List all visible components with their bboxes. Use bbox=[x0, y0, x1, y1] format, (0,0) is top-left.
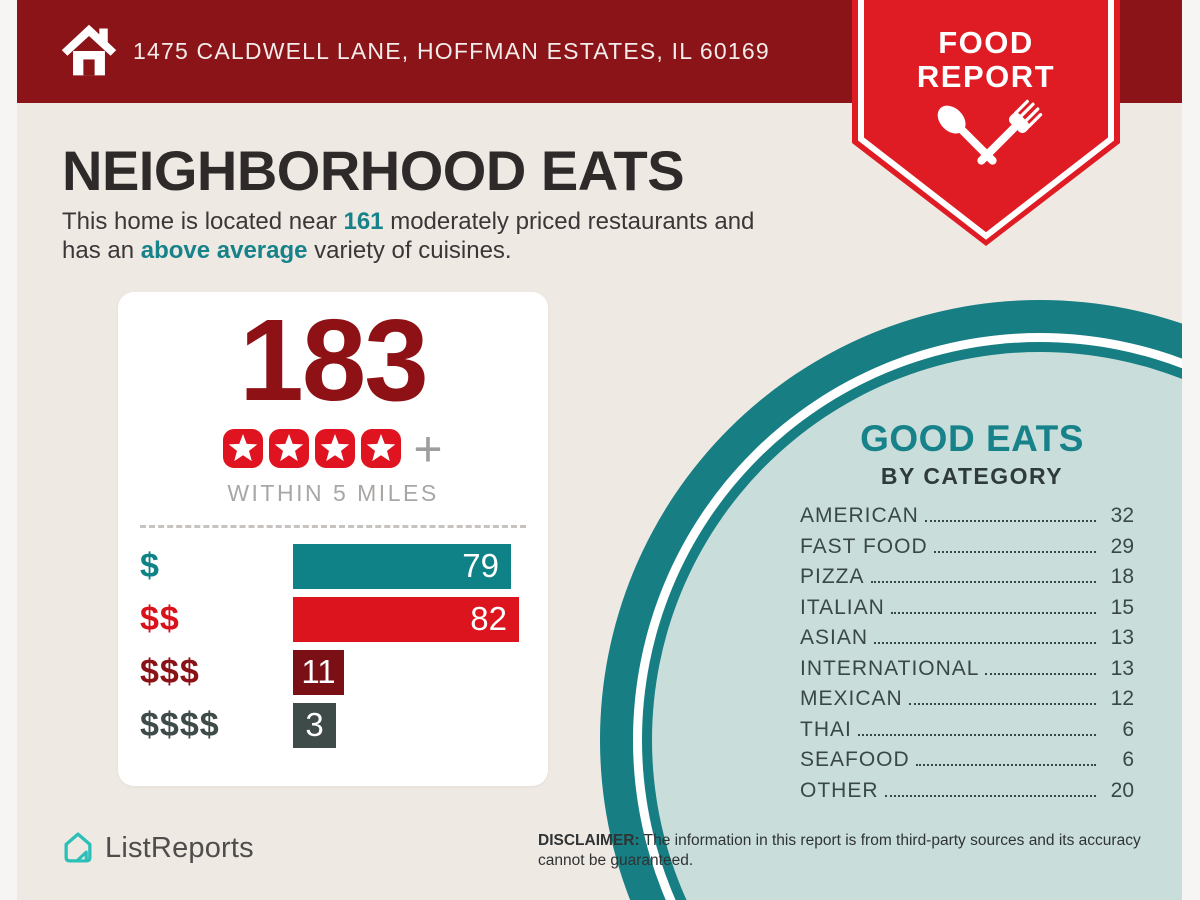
disclaimer-text: The information in this report is from t… bbox=[538, 832, 1141, 869]
price-tier-row: $79 bbox=[140, 543, 548, 589]
cuisine-count: 20 bbox=[1110, 778, 1134, 802]
price-tier-chart: $79 $$ 82 $$$ 11 $$$$ 3 bbox=[140, 543, 548, 748]
cuisine-count: 6 bbox=[1122, 748, 1134, 771]
dotted-leader bbox=[915, 752, 1096, 766]
price-tier-bar: 11 bbox=[293, 649, 344, 695]
cuisine-count: 13 bbox=[1110, 656, 1134, 680]
cuisine-row: INTERNATIONAL 13 bbox=[800, 657, 1134, 688]
subtitle-text: variety of cuisines. bbox=[307, 237, 512, 264]
cuisine-label: MEXICAN bbox=[800, 687, 903, 710]
price-tier-value: 3 bbox=[305, 706, 324, 744]
cuisine-count: 18 bbox=[1110, 565, 1134, 588]
price-tier-value: 11 bbox=[301, 653, 336, 691]
cuisine-label: ASIAN bbox=[800, 626, 869, 649]
restaurant-summary-card: 183 + WITHIN 5 MILES $79 $$ 82 $$$ 11 $$$$ 3 bbox=[118, 292, 548, 786]
cuisine-count: 13 bbox=[1110, 626, 1134, 649]
variety-highlight: above average bbox=[140, 237, 308, 264]
restaurant-count: 183 bbox=[239, 295, 429, 425]
good-eats-title: GOOD EATS bbox=[860, 418, 1084, 459]
property-address: 1475 CALDWELL LANE, HOFFMAN ESTATES, IL … bbox=[133, 38, 770, 64]
cuisine-count: 29 bbox=[1110, 534, 1134, 558]
cuisine-label: AMERICAN bbox=[800, 504, 919, 527]
cuisine-row: MEXICAN 12 bbox=[800, 687, 1134, 718]
good-eats-heading: GOOD EATS BY CATEGORY bbox=[792, 418, 1152, 490]
restaurant-count-highlight: 161 bbox=[343, 208, 384, 235]
page-subtitle: This home is located near 161 moderately… bbox=[62, 207, 754, 265]
cuisine-count: 6 bbox=[1122, 717, 1134, 741]
radius-caption: WITHIN 5 MILES bbox=[227, 479, 439, 506]
infographic-canvas: 1475 CALDWELL LANE, HOFFMAN ESTATES, IL … bbox=[17, 0, 1182, 900]
price-tier-bar: 82 bbox=[293, 596, 519, 642]
cuisine-label: FAST FOOD bbox=[800, 534, 928, 558]
price-tier-label: $$$$ bbox=[140, 705, 220, 744]
cuisine-row: ASIAN 13 bbox=[800, 626, 1134, 657]
dotted-leader bbox=[884, 783, 1096, 797]
price-tier-value: 82 bbox=[470, 600, 507, 638]
cuisine-count: 12 bbox=[1110, 687, 1134, 710]
listreports-logo: ListReports bbox=[61, 830, 254, 866]
circle-interior bbox=[652, 352, 1182, 900]
good-eats-circle bbox=[600, 300, 1182, 900]
price-tier-row: $$$$ 3 bbox=[140, 702, 548, 748]
cuisine-list: AMERICAN 32 FAST FOOD 29 PIZZA 18 ITALIAN 15 ASI… bbox=[800, 504, 1134, 809]
dashed-divider bbox=[140, 524, 526, 528]
dotted-leader bbox=[924, 508, 1096, 522]
star-icon bbox=[223, 429, 264, 469]
cuisine-row: AMERICAN 32 bbox=[800, 504, 1134, 535]
subtitle-text: This home is located near bbox=[62, 208, 344, 235]
dotted-leader bbox=[933, 539, 1096, 553]
disclaimer: DISCLAIMER: The information in this repo… bbox=[538, 831, 1150, 870]
cuisine-row: FAST FOOD 29 bbox=[800, 535, 1134, 566]
price-tier-label: $$$ bbox=[140, 652, 200, 691]
disclaimer-label: DISCLAIMER: bbox=[538, 832, 640, 849]
star-icon bbox=[315, 429, 356, 469]
price-tier-label: $$ bbox=[140, 599, 180, 638]
cuisine-label: ITALIAN bbox=[800, 595, 885, 619]
price-tier-bar: 79 bbox=[293, 543, 511, 589]
star-rating: + bbox=[118, 420, 548, 477]
dotted-leader bbox=[857, 722, 1096, 736]
dotted-leader bbox=[890, 600, 1096, 614]
cuisine-row: SEAFOOD 6 bbox=[800, 748, 1134, 779]
subtitle-text: moderately priced restaurants and bbox=[383, 208, 755, 235]
cuisine-count: 32 bbox=[1110, 504, 1134, 527]
price-tier-row: $$ 82 bbox=[140, 596, 548, 642]
cuisine-label: SEAFOOD bbox=[800, 748, 910, 771]
dotted-leader bbox=[985, 661, 1096, 675]
cuisine-row: OTHER 20 bbox=[800, 779, 1134, 810]
badge-ribbon bbox=[852, 0, 1120, 246]
cuisine-count: 15 bbox=[1110, 595, 1134, 619]
spoon-fork-icon bbox=[937, 99, 1043, 165]
page-title: NEIGHBORHOOD EATS bbox=[62, 139, 685, 202]
cuisine-label: INTERNATIONAL bbox=[800, 656, 980, 680]
dotted-leader bbox=[908, 691, 1096, 705]
cuisine-row: THAI 6 bbox=[800, 718, 1134, 749]
badge-line2: REPORT bbox=[916, 59, 1056, 94]
cuisine-label: THAI bbox=[800, 717, 852, 741]
dotted-leader bbox=[870, 569, 1096, 583]
dotted-leader bbox=[874, 630, 1096, 644]
badge-title: FOOD REPORT bbox=[852, 26, 1120, 94]
food-report-badge: FOOD REPORT bbox=[852, 0, 1120, 252]
logo-wordmark: ListReports bbox=[105, 831, 254, 864]
star-icon bbox=[361, 429, 402, 469]
cuisine-row: PIZZA 18 bbox=[800, 565, 1134, 596]
star-icon bbox=[269, 429, 310, 469]
cuisine-row: ITALIAN 15 bbox=[800, 596, 1134, 627]
cuisine-label: OTHER bbox=[800, 778, 879, 802]
price-tier-value: 79 bbox=[462, 547, 499, 585]
home-icon bbox=[61, 24, 117, 76]
badge-line1: FOOD bbox=[938, 25, 1034, 60]
plus-sign: + bbox=[413, 420, 443, 477]
price-tier-bar: 3 bbox=[293, 702, 336, 748]
cuisine-label: PIZZA bbox=[800, 565, 865, 588]
listreports-house-icon bbox=[64, 832, 92, 863]
price-tier-row: $$$ 11 bbox=[140, 649, 548, 695]
price-tier-label: $ bbox=[140, 546, 160, 585]
subtitle-text: has an bbox=[62, 237, 141, 264]
good-eats-subtitle: BY CATEGORY bbox=[880, 463, 1064, 489]
